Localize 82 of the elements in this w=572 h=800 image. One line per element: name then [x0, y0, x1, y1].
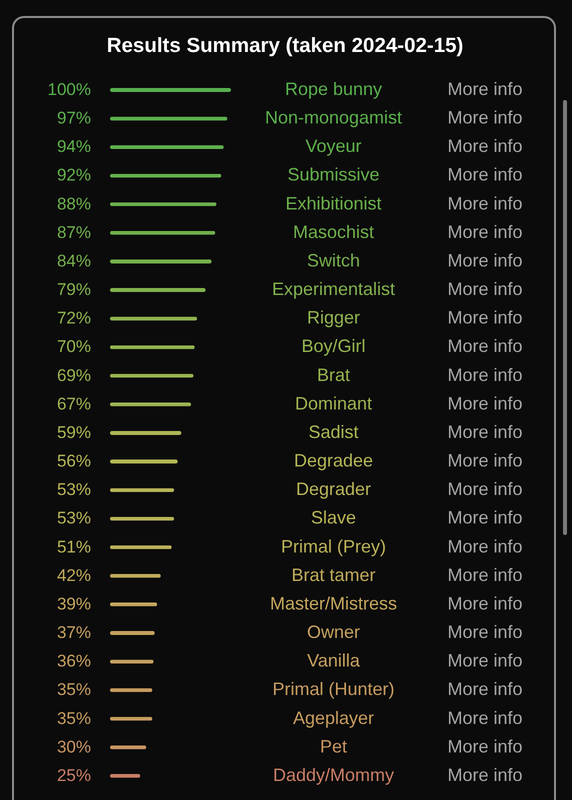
bar [110, 460, 178, 464]
data-label: 51% [56, 537, 91, 556]
text: More info [447, 108, 523, 128]
y-tick-label: Brat tamer [291, 564, 376, 585]
bar [110, 88, 231, 92]
text: More info [447, 564, 523, 585]
data-label: 36% [56, 652, 91, 671]
y-tick-label: Slave [310, 508, 356, 528]
y-tick-label: Boy/Girl [301, 336, 366, 356]
y-tick-label: Brat [316, 364, 350, 385]
y-tick-label: Primal (Prey) [280, 536, 386, 556]
y-tick-label: Voyeur [305, 136, 362, 156]
data-label: 42% [56, 566, 91, 585]
text: More info [447, 593, 523, 614]
text: More info [447, 536, 523, 556]
data-label: 70% [56, 337, 91, 356]
text: More info [447, 450, 523, 471]
data-label: 97% [56, 108, 91, 128]
text: More info [447, 393, 523, 414]
text: More info [447, 308, 523, 328]
text: More info [447, 279, 523, 300]
bar [110, 631, 155, 636]
text: More info [447, 336, 523, 356]
data-label: 84% [56, 251, 91, 270]
y-tick-label: Primal (Hunter) [272, 679, 395, 700]
y-tick-label: Ageplayer [292, 708, 374, 728]
bar [110, 430, 182, 435]
data-label: 30% [56, 737, 91, 756]
y-tick-label: Owner [306, 622, 360, 642]
text: More info [447, 650, 523, 671]
text: More info [447, 164, 523, 185]
bar [110, 288, 206, 292]
y-tick-label: Exhibitionist [285, 193, 382, 214]
data-label: 53% [56, 480, 91, 500]
text: More info [447, 422, 523, 442]
data-label: 100% [48, 80, 91, 99]
y-tick-label: Vanilla [307, 650, 361, 671]
text: More info [447, 222, 523, 242]
data-label: 92% [56, 166, 91, 185]
y-tick-label: Rigger [306, 308, 360, 328]
text: More info [447, 764, 523, 785]
y-tick-label: Rope bunny [284, 78, 382, 99]
text: More info [447, 622, 523, 642]
y-tick-label: Masochist [292, 222, 374, 242]
data-label: 53% [56, 508, 91, 528]
y-tick-label: Experimentalist [272, 279, 396, 300]
data-label: 69% [56, 366, 91, 385]
y-tick-label: Pet [320, 736, 348, 756]
text: Results Summary (taken 2024-02-15) [106, 34, 464, 58]
data-label: 35% [56, 680, 91, 700]
text: More info [447, 250, 523, 270]
data-label: 35% [56, 708, 91, 728]
y-tick-label: Submissive [287, 164, 380, 185]
y-tick-label: Degradee [294, 450, 374, 471]
data-label: 94% [56, 137, 91, 156]
text: More info [447, 679, 523, 700]
data-label: 67% [56, 394, 91, 414]
y-tick-label: Degrader [296, 479, 372, 500]
text: More info [447, 193, 523, 214]
text: More info [447, 508, 523, 528]
text: More info [447, 708, 523, 728]
data-label: 72% [56, 308, 91, 328]
text: More info [447, 136, 523, 156]
data-label: 87% [56, 222, 91, 242]
bar [110, 259, 212, 264]
y-tick-label: Dominant [294, 393, 372, 414]
data-label: 88% [56, 194, 91, 214]
text: More info [447, 78, 523, 99]
y-tick-label: Sadist [308, 422, 359, 442]
data-label: 79% [56, 280, 91, 300]
data-label: 56% [56, 452, 91, 471]
text: More info [447, 736, 523, 756]
y-tick-label: Master/Mistress [270, 593, 398, 614]
data-label: 25% [56, 766, 91, 785]
data-label: 39% [56, 594, 91, 614]
data-label: 59% [56, 422, 91, 442]
y-tick-label: Non-monogamist [264, 108, 402, 128]
y-tick-label: Switch [306, 250, 360, 270]
text: More info [447, 479, 523, 500]
text: More info [447, 364, 523, 385]
data-label: 37% [56, 623, 91, 642]
y-tick-label: Daddy/Mommy [272, 764, 394, 785]
